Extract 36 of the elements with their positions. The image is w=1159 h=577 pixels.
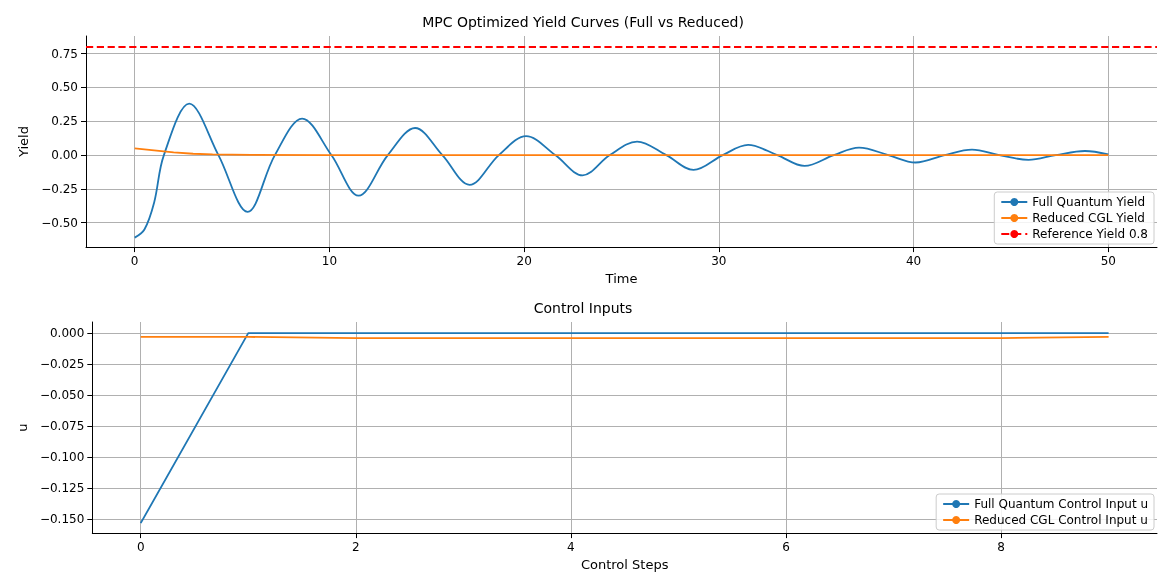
legend-label: Full Quantum Yield: [1032, 195, 1146, 209]
x-tick-label: 2: [351, 540, 360, 555]
y-tick-label: −0.025: [39, 357, 85, 372]
x-tick-label: 20: [516, 254, 532, 269]
legend-label: Full Quantum Control Input u: [974, 497, 1148, 511]
x-axis-title: Time: [604, 271, 638, 286]
x-tick-label: 0: [136, 540, 145, 555]
y-tick-label: 0.000: [49, 326, 85, 341]
legend-label: Reference Yield 0.8: [1032, 227, 1149, 241]
y-axis-title: u: [15, 423, 30, 432]
y-tick-label: −0.125: [39, 481, 85, 496]
legend-label: Reduced CGL Control Input u: [974, 513, 1148, 527]
legend-label: Reduced CGL Yield: [1032, 211, 1145, 225]
x-tick-label: 10: [321, 254, 338, 269]
y-tick-label: −0.150: [39, 512, 85, 527]
y-tick-label: −0.075: [39, 419, 85, 434]
x-tick-label: 40: [905, 254, 922, 269]
y-tick-label: 0.00: [51, 148, 78, 163]
x-tick-label: 4: [567, 540, 575, 555]
y-tick-label: −0.100: [39, 450, 85, 465]
y-tick-label: −0.50: [41, 215, 78, 230]
y-tick-label: −0.25: [41, 181, 78, 196]
x-tick-label: 30: [711, 254, 727, 269]
line-series: [133, 147, 1110, 156]
y-tick-label: 0.50: [51, 80, 78, 95]
chart-title: MPC Optimized Yield Curves (Full vs Reduced): [422, 14, 744, 30]
chart-title: Control Inputs: [533, 300, 633, 316]
x-axis-title: Control Steps: [580, 557, 669, 572]
y-tick-label: 0.75: [51, 46, 78, 61]
y-tick-label: 0.25: [51, 114, 78, 129]
x-tick-label: 8: [997, 540, 1005, 555]
y-axis-title: Yield: [16, 126, 32, 159]
x-tick-label: 0: [130, 254, 139, 269]
x-tick-label: 50: [1100, 254, 1116, 269]
x-tick-label: 6: [782, 540, 790, 555]
y-tick-label: −0.050: [39, 388, 85, 403]
